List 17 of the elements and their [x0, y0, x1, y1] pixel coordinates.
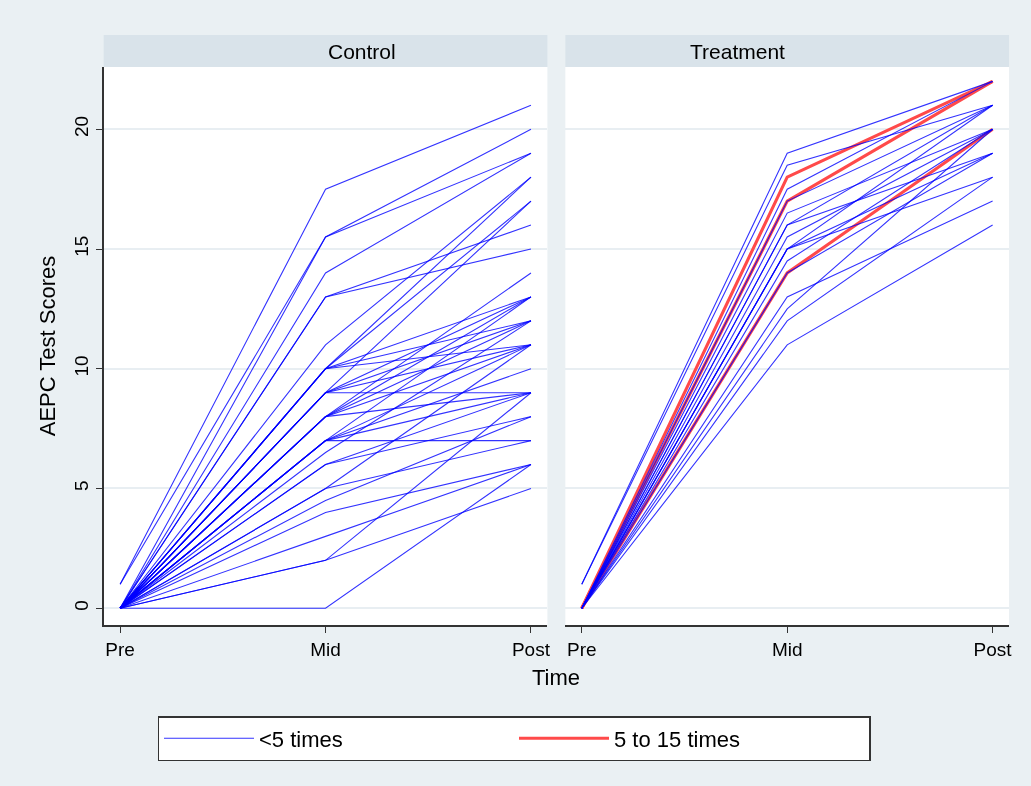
x-tick-label: Mid	[771, 638, 803, 660]
y-tick-label: 15	[71, 235, 93, 257]
x-tick-label: Mid	[310, 638, 341, 660]
chart-title: Control	[328, 40, 396, 63]
y-tick-label: 10	[71, 355, 93, 377]
legend-label: <5 times	[259, 726, 343, 752]
x-tick-label: Pre	[105, 638, 135, 660]
y-tick-label: 0	[71, 600, 93, 611]
x-tick-label: Post	[511, 638, 551, 660]
y-tick-label: 5	[71, 480, 93, 491]
y-tick-label: 20	[71, 115, 93, 137]
x-tick-label: Pre	[566, 638, 597, 660]
legend-label: 5 to 15 times	[614, 726, 740, 752]
chart-title: Treatment	[690, 40, 786, 63]
x-axis-title: Time	[532, 665, 581, 690]
y-axis-title: AEPC Test Scores	[34, 255, 60, 437]
x-tick-label: Post	[973, 638, 1013, 660]
